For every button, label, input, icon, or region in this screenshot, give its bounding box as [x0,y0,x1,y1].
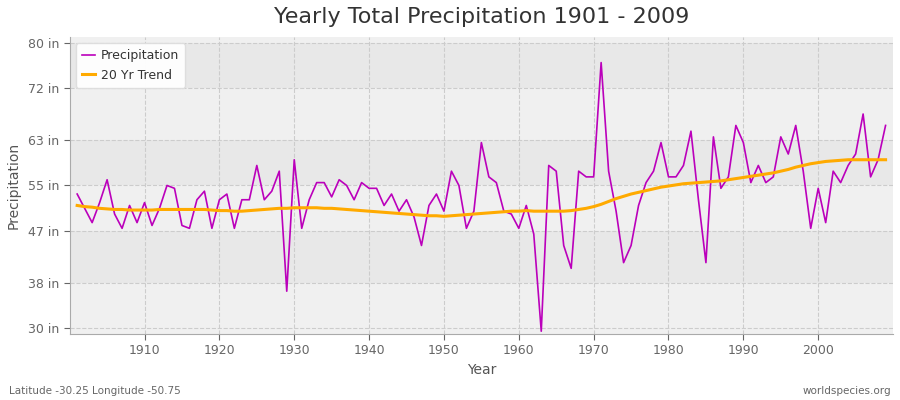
20 Yr Trend [438,214,449,219]
20 Yr Trend [131,208,142,212]
20 Yr Trend [880,157,891,162]
Precipitation [506,212,517,216]
Bar [69,283,893,328]
Bar [69,88,893,140]
20 Yr Trend [72,203,83,208]
Bar [69,186,893,231]
X-axis label: Year: Year [467,363,496,377]
Bar [69,140,893,186]
Precipitation [72,192,83,196]
Title: Yearly Total Precipitation 1901 - 2009: Yearly Total Precipitation 1901 - 2009 [274,7,689,27]
Precipitation [536,329,546,334]
Precipitation [618,260,629,265]
20 Yr Trend [296,205,307,210]
20 Yr Trend [611,196,622,201]
Bar [69,231,893,283]
Legend: Precipitation, 20 Yr Trend: Precipitation, 20 Yr Trend [76,43,185,88]
Line: Precipitation: Precipitation [77,62,886,331]
20 Yr Trend [513,209,524,214]
20 Yr Trend [521,208,532,213]
Bar [69,42,893,88]
20 Yr Trend [842,157,853,162]
Precipitation [131,220,142,225]
Precipitation [296,226,307,231]
Precipitation [513,226,524,231]
Precipitation [341,183,352,188]
Text: worldspecies.org: worldspecies.org [803,386,891,396]
Text: Latitude -30.25 Longitude -50.75: Latitude -30.25 Longitude -50.75 [9,386,181,396]
Precipitation [596,60,607,65]
20 Yr Trend [341,207,352,212]
Line: 20 Yr Trend: 20 Yr Trend [77,160,886,216]
Precipitation [880,123,891,128]
Y-axis label: Precipitation: Precipitation [7,142,21,229]
